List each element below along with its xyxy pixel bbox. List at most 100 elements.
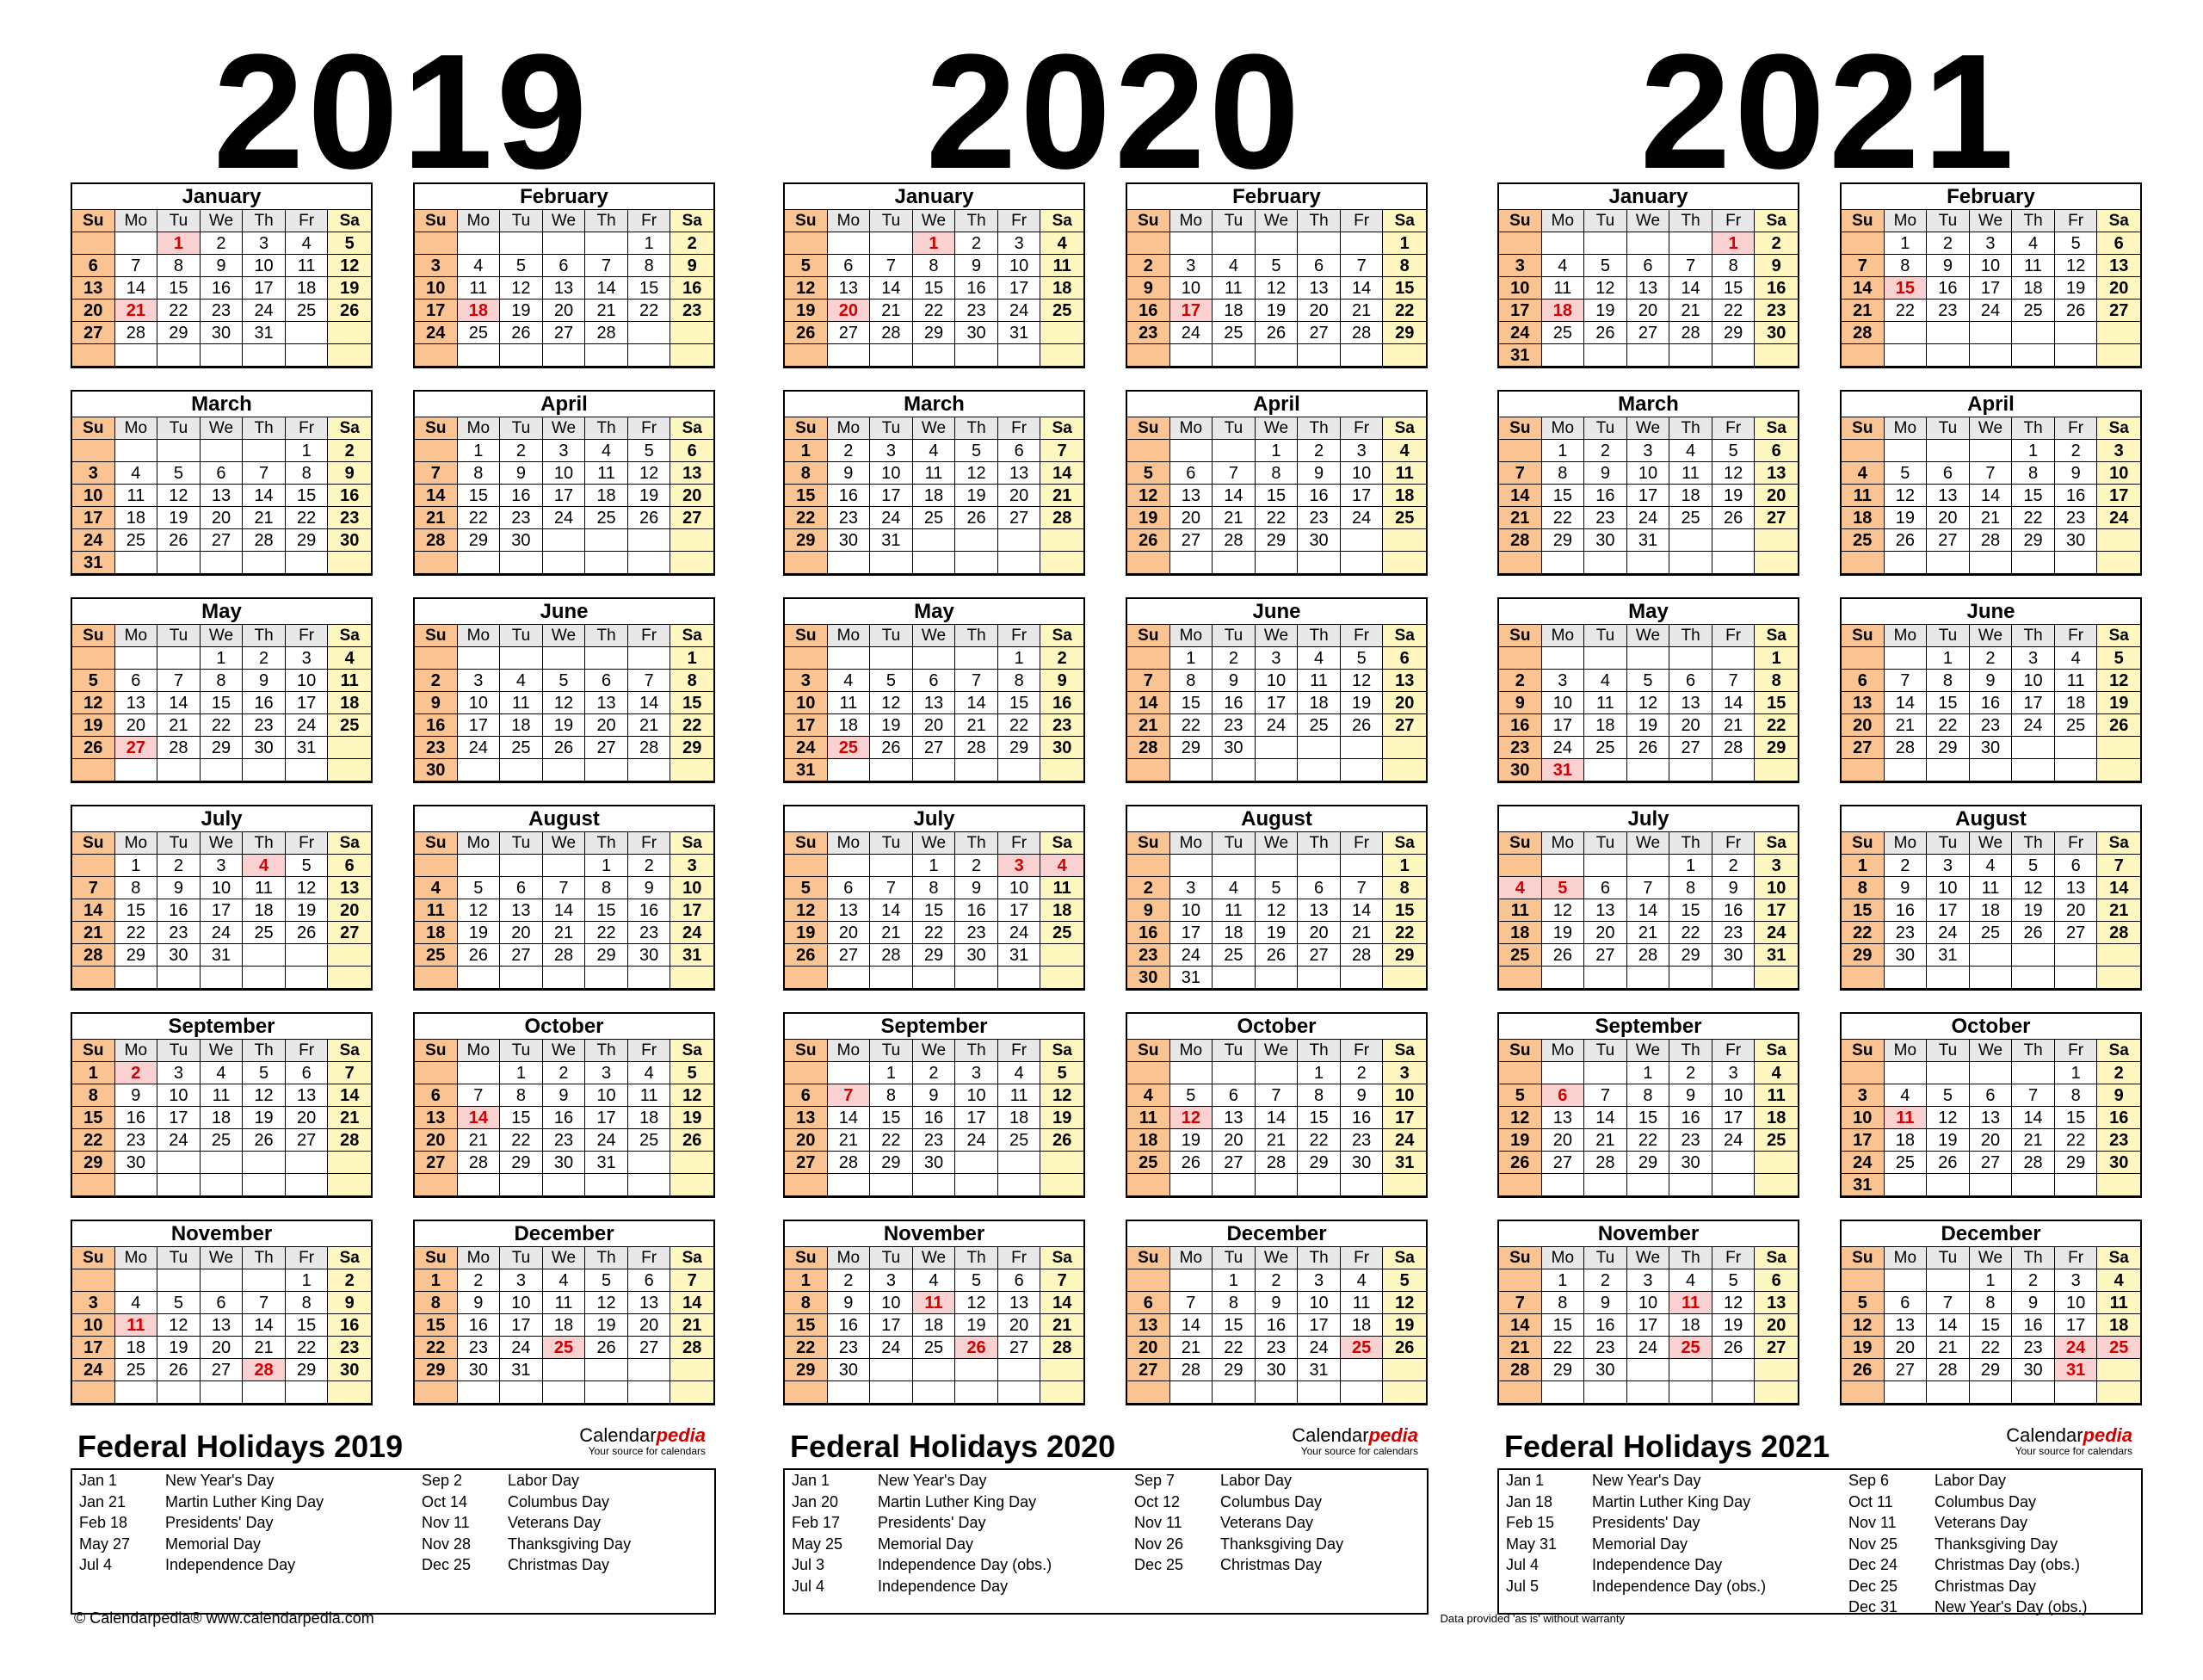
day-cell: 13	[1626, 277, 1670, 300]
day-cell: 18	[585, 485, 628, 507]
weekday-header: Th	[2012, 1040, 2055, 1062]
holiday-name: Independence Day (obs.)	[1592, 1577, 1767, 1595]
day-grid: Su Mo Tu We Th Fr Sa 1 2 3 4 5 6 7 8 9 10 11 12 13 14 15 16 17 1…	[1127, 625, 1426, 781]
day-cell: 20	[1213, 1129, 1256, 1152]
day-cell: 8	[1842, 877, 1885, 899]
day-cell: 11	[114, 485, 158, 507]
day-cell: 17	[785, 714, 828, 737]
day-cell: 11	[912, 462, 956, 485]
day-cell: 21	[627, 714, 671, 737]
empty-day-cell	[1040, 1174, 1083, 1196]
empty-day-cell	[827, 759, 871, 781]
day-cell: 21	[1169, 1337, 1213, 1359]
day-cell: 8	[1169, 670, 1213, 692]
day-cell: 23	[415, 737, 458, 759]
day-cell: 23	[1712, 922, 1756, 944]
empty-day-cell	[670, 552, 713, 574]
holiday-name: Columbus Day	[1220, 1492, 1323, 1510]
weekday-header: Sa	[1755, 832, 1798, 855]
day-cell: 20	[328, 899, 371, 922]
empty-day-cell	[415, 967, 458, 989]
empty-day-cell	[1255, 1381, 1299, 1404]
weekday-header: Fr	[2054, 1040, 2098, 1062]
day-cell: 16	[542, 1107, 586, 1129]
empty-day-cell	[1626, 552, 1670, 574]
day-cell: 11	[1755, 1084, 1798, 1107]
empty-day-cell	[585, 344, 628, 367]
weekday-header: Mo	[827, 625, 871, 647]
day-cell: 7	[457, 1084, 501, 1107]
day-cell: 4	[2012, 232, 2055, 255]
empty-day-cell	[328, 1381, 371, 1404]
day-cell: 30	[912, 1152, 956, 1174]
weekday-header: We	[1969, 417, 2013, 440]
day-cell: 15	[1169, 692, 1213, 714]
day-cell: 15	[785, 1314, 828, 1337]
empty-day-cell	[1755, 1152, 1798, 1174]
day-cell: 18	[2054, 692, 2098, 714]
day-cell: 28	[243, 1359, 286, 1381]
empty-day-cell	[1213, 967, 1256, 989]
holiday-name: Independence Day	[1592, 1556, 1723, 1573]
day-cell: 10	[1842, 1107, 1885, 1129]
day-cell: 26	[285, 922, 329, 944]
day-cell: 27	[1213, 1152, 1256, 1174]
day-cell: 26	[1712, 507, 1756, 529]
day-cell: 9	[243, 670, 286, 692]
day-cell: 13	[1127, 1314, 1170, 1337]
day-cell: 19	[542, 714, 586, 737]
empty-day-cell	[1383, 529, 1426, 552]
day-cell: 19	[955, 1314, 998, 1337]
weekday-header: Su	[72, 625, 115, 647]
empty-day-cell	[1213, 1174, 1256, 1196]
weekday-header: We	[200, 1040, 244, 1062]
weekday-header: Mo	[457, 1040, 501, 1062]
holiday-row: Dec 31 New Year's Day (obs.)	[1845, 1597, 2163, 1618]
day-cell: 17	[1541, 714, 1585, 737]
empty-day-cell	[1884, 322, 1928, 344]
empty-day-cell	[1541, 344, 1585, 367]
month-calendar: January Su Mo Tu We Th Fr Sa 1 2 3 4 5 6 7 8 9 10 11 12 13 14…	[783, 182, 1085, 368]
day-cell: 6	[1755, 440, 1798, 462]
holiday-row: Nov 28 Thanksgiving Day	[418, 1534, 737, 1555]
day-cell: 29	[912, 944, 956, 967]
empty-day-cell	[1541, 232, 1585, 255]
day-cell: 29	[1298, 1152, 1341, 1174]
empty-day-cell	[200, 1174, 244, 1196]
day-cell: 27	[1755, 1337, 1798, 1359]
weekday-header: Tu	[500, 1247, 543, 1269]
day-cell: 3	[1927, 855, 1970, 877]
month-calendar: April Su Mo Tu We Th Fr Sa 1 2 3 4 5 6 7 8 9 10 11 12 13 14 15…	[1126, 390, 1428, 576]
day-cell: 4	[912, 440, 956, 462]
day-cell: 22	[1842, 922, 1885, 944]
day-cell: 21	[827, 1129, 871, 1152]
day-cell: 2	[1499, 670, 1542, 692]
day-cell: 1	[785, 440, 828, 462]
day-cell: 10	[200, 877, 244, 899]
day-cell: 22	[500, 1129, 543, 1152]
day-cell: 24	[585, 1129, 628, 1152]
day-cell: 8	[285, 462, 329, 485]
day-cell: 13	[1169, 485, 1213, 507]
day-cell: 22	[1383, 922, 1426, 944]
day-cell: 24	[1842, 1152, 1885, 1174]
day-cell: 18	[457, 300, 501, 322]
month-calendar: November Su Mo Tu We Th Fr Sa 1 2 3 4 5 6 7 8 9 10 11 12 13 1…	[71, 1220, 373, 1405]
day-cell: 23	[2097, 1129, 2140, 1152]
day-cell: 24	[500, 1337, 543, 1359]
weekday-header: Sa	[328, 1247, 371, 1269]
holiday-row: Oct 14 Columbus Day	[418, 1492, 737, 1513]
day-cell: 24	[200, 922, 244, 944]
weekday-header: We	[912, 832, 956, 855]
month-calendar: November Su Mo Tu We Th Fr Sa 1 2 3 4 5 6 7 8 9 10 11 12 13 1…	[783, 1220, 1085, 1405]
weekday-header: We	[1969, 832, 2013, 855]
empty-day-cell	[1499, 1269, 1542, 1292]
day-cell: 27	[1927, 529, 1970, 552]
day-cell: 18	[827, 714, 871, 737]
weekday-header: Th	[2012, 210, 2055, 232]
day-cell: 6	[1969, 1084, 2013, 1107]
day-cell: 17	[457, 714, 501, 737]
day-cell: 28	[72, 944, 115, 967]
empty-day-cell	[542, 344, 586, 367]
day-cell: 2	[157, 855, 201, 877]
